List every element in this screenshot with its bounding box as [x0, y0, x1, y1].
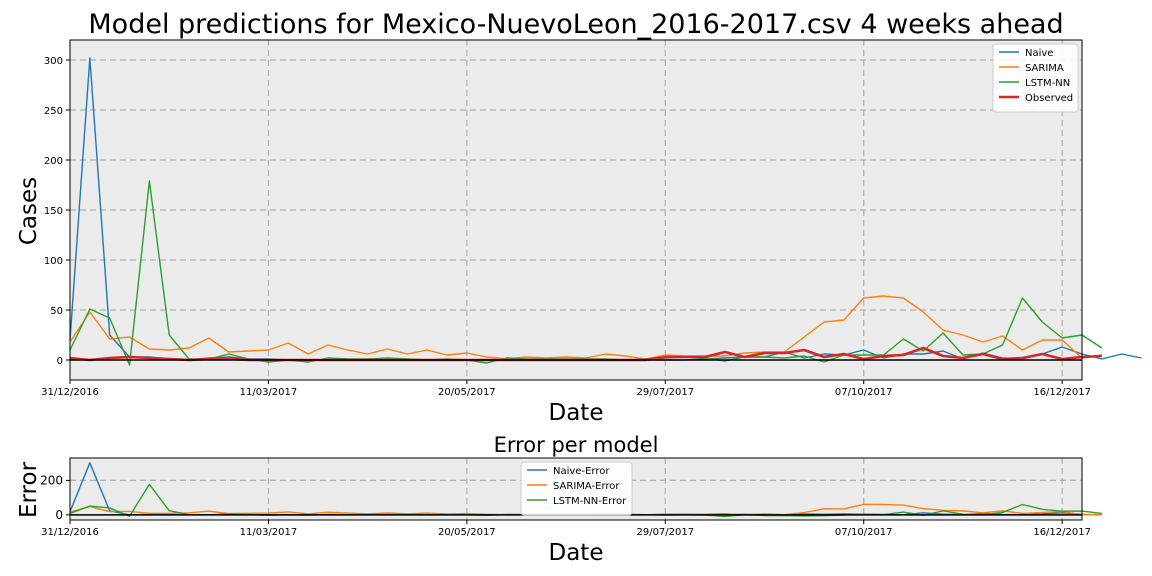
y-tick-label: 200 [44, 156, 63, 167]
y-tick-label: 200 [40, 473, 63, 487]
y-tick-label: 250 [44, 106, 63, 117]
error-legend: Naive-Error SARIMA-Error LSTM-NN-Error [520, 461, 633, 516]
legend-entry: Naive-Error [553, 466, 610, 477]
legend-entry: Observed [1025, 93, 1073, 104]
legend-entry: LSTM-NN-Error [553, 496, 627, 507]
main-x-axis-label: Date [549, 400, 604, 426]
main-chart: Model predictions for Mexico-NuevoLeon_2… [16, 9, 1142, 426]
legend-box [992, 43, 1079, 113]
legend-entry: Naive [1025, 48, 1053, 59]
x-tick-label: 16/12/2017 [1033, 527, 1091, 538]
y-tick-label: 0 [55, 508, 63, 522]
y-tick-label: 100 [44, 256, 63, 267]
y-tick-label: 150 [44, 206, 63, 217]
error-y-axis-label: Error [16, 461, 42, 518]
error-chart-title: Error per model [494, 433, 659, 457]
main-y-axis-label: Cases [16, 177, 42, 245]
error-y-ticks: 0 200 [40, 473, 70, 522]
x-tick-label: 31/12/2016 [41, 387, 99, 398]
x-tick-label: 11/03/2017 [240, 387, 298, 398]
legend-entry: SARIMA-Error [553, 481, 620, 492]
y-tick-label: 300 [44, 56, 63, 67]
legend-entry: SARIMA [1025, 63, 1064, 74]
error-plot-frame [69, 457, 1083, 521]
x-tick-label: 31/12/2016 [41, 527, 99, 538]
error-x-axis-label: Date [549, 540, 604, 566]
error-x-ticks: 31/12/2016 11/03/2017 20/05/2017 29/07/2017… [41, 520, 1091, 538]
x-tick-label: 16/12/2017 [1033, 387, 1091, 398]
x-tick-label: 07/10/2017 [835, 527, 893, 538]
series-line-sarima [69, 295, 1102, 360]
x-tick-label: 20/05/2017 [438, 527, 496, 538]
y-tick-label: 50 [50, 306, 63, 317]
main-grid [70, 40, 1082, 380]
legend-entry: LSTM-NN [1025, 78, 1070, 89]
main-y-ticks: 0 50 100 150 200 250 300 [44, 56, 70, 367]
x-tick-label: 29/07/2017 [636, 387, 694, 398]
main-x-ticks: 31/12/2016 11/03/2017 20/05/2017 29/07/2017… [41, 380, 1091, 398]
main-legend: Naive SARIMA LSTM-NN Observed [992, 43, 1079, 113]
x-tick-label: 20/05/2017 [438, 387, 496, 398]
main-chart-title: Model predictions for Mexico-NuevoLeon_2… [88, 9, 1063, 40]
legend-box [520, 461, 633, 516]
error-chart: Error per model 0 200 31/12/2016 11/03/201… [16, 433, 1102, 566]
y-tick-label: 0 [57, 356, 63, 367]
x-tick-label: 11/03/2017 [240, 527, 298, 538]
x-tick-label: 29/07/2017 [636, 527, 694, 538]
x-tick-label: 07/10/2017 [835, 387, 893, 398]
